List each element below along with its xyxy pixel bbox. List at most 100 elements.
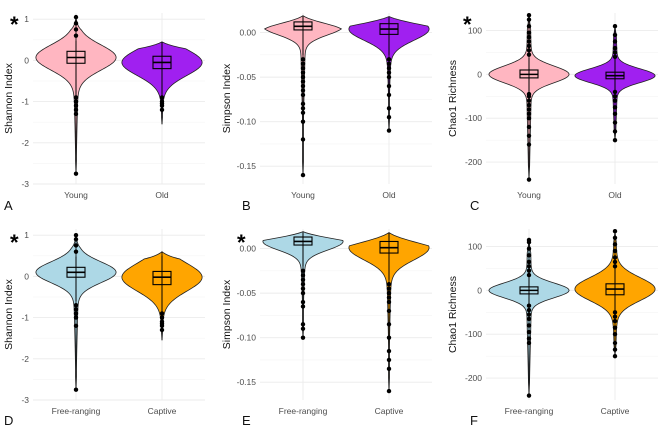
outlier-point xyxy=(612,89,618,95)
outlier-point xyxy=(73,95,79,100)
outlier-point xyxy=(386,357,392,363)
outlier-point xyxy=(526,307,532,313)
outlier-point xyxy=(526,12,532,18)
outlier-point xyxy=(612,137,618,143)
outlier-point xyxy=(526,43,532,49)
outlier-point xyxy=(300,119,306,124)
outlier-point xyxy=(612,259,618,265)
outlier-point xyxy=(300,172,306,178)
y-axis-label: Shannon Index xyxy=(3,278,15,349)
panel-letter: E xyxy=(242,413,251,428)
outlier-point xyxy=(73,107,79,113)
outlier-point xyxy=(386,66,392,71)
outlier-point xyxy=(300,273,306,278)
y-tick-label: 0 xyxy=(477,69,482,79)
y-axis-label: Chao1 Richness xyxy=(447,276,459,353)
outlier-point xyxy=(300,88,306,93)
panel-letter: B xyxy=(242,198,251,213)
y-tick-label: 1 xyxy=(24,14,29,24)
outlier-point xyxy=(612,325,618,330)
outlier-point xyxy=(73,323,79,329)
outlier-point xyxy=(300,268,306,274)
outlier-point xyxy=(73,243,79,248)
y-tick-label: 0 xyxy=(477,285,482,295)
outlier-point xyxy=(612,228,618,234)
outlier-point xyxy=(300,79,306,84)
panel-C: 100 0 -100 -200 Chao1 Richness Young Old C * xyxy=(447,12,658,213)
panel-A: 1 0 -1 -2 -3 Shannon Index Young Old A * xyxy=(3,12,205,213)
outlier-point xyxy=(300,290,306,296)
outlier-point xyxy=(73,111,79,117)
outlier-point xyxy=(300,137,306,142)
outlier-point xyxy=(612,255,618,260)
y-tick-label: -200 xyxy=(465,373,482,383)
y-tick-label: -0.05 xyxy=(237,72,257,82)
outlier-point xyxy=(386,57,392,62)
outlier-point xyxy=(612,353,618,359)
outlier-point xyxy=(73,387,79,392)
significance-star: * xyxy=(10,230,19,255)
outlier-point xyxy=(612,332,618,337)
panel-B: 0.00 -0.05 -0.10 -0.15 Simpson Index Young Old… xyxy=(221,13,432,213)
outlier-point xyxy=(300,74,306,80)
outlier-point xyxy=(300,101,306,107)
y-tick-label: -2 xyxy=(21,138,29,148)
y-tick-label: -3 xyxy=(21,179,29,189)
outlier-point xyxy=(612,129,618,134)
outlier-point xyxy=(159,327,165,333)
outlier-point xyxy=(300,277,306,282)
outlier-point xyxy=(612,32,618,38)
outlier-point xyxy=(526,17,532,22)
outlier-point xyxy=(300,61,306,66)
outlier-point xyxy=(73,171,79,176)
y-tick-label: 1 xyxy=(24,230,29,240)
outlier-point xyxy=(386,295,392,300)
y-tick-label: 100 xyxy=(468,242,482,252)
outlier-point xyxy=(386,290,392,296)
outlier-point xyxy=(159,95,165,100)
outlier-point xyxy=(526,303,532,308)
outlier-point xyxy=(612,340,618,346)
outlier-point xyxy=(526,142,532,147)
outlier-point xyxy=(612,94,618,99)
outlier-point xyxy=(612,111,618,117)
y-tick-label: 0.00 xyxy=(239,244,256,254)
outlier-point xyxy=(386,61,392,66)
outlier-point xyxy=(73,27,79,32)
y-tick-label: -0.15 xyxy=(237,377,257,387)
outlier-point xyxy=(612,235,618,240)
outlier-point xyxy=(526,116,532,121)
outlier-point xyxy=(300,335,306,340)
outlier-point xyxy=(386,286,392,291)
outlier-point xyxy=(526,133,532,138)
outlier-point xyxy=(612,45,618,51)
x-tick-label: Captive xyxy=(601,406,630,416)
y-tick-label: -0.10 xyxy=(237,333,257,343)
outlier-point xyxy=(526,107,532,112)
outlier-point xyxy=(526,259,532,265)
outlier-point xyxy=(300,299,306,305)
outlier-point xyxy=(73,21,79,26)
y-tick-label: -1 xyxy=(21,97,29,107)
outlier-point xyxy=(526,30,532,35)
outlier-point xyxy=(386,322,392,327)
outlier-point xyxy=(526,253,532,258)
outlier-point xyxy=(73,232,79,238)
y-tick-label: -100 xyxy=(465,113,482,123)
outlier-point xyxy=(159,107,165,113)
panel-F: 100 0 -100 -200 Chao1 Richness Free-ranging Ca… xyxy=(447,228,658,428)
outlier-point xyxy=(612,314,618,319)
outlier-point xyxy=(612,54,618,60)
outlier-point xyxy=(526,246,532,251)
outlier-point xyxy=(386,106,392,111)
y-axis-label: Shannon Index xyxy=(3,62,15,133)
outlier-point xyxy=(612,264,618,269)
panel-letter: C xyxy=(470,198,479,213)
outlier-point xyxy=(612,23,618,29)
outlier-point xyxy=(300,83,306,89)
outlier-point xyxy=(73,99,79,104)
y-tick-label: -0.05 xyxy=(237,288,257,298)
outlier-point xyxy=(612,98,618,103)
outlier-point xyxy=(300,326,306,331)
